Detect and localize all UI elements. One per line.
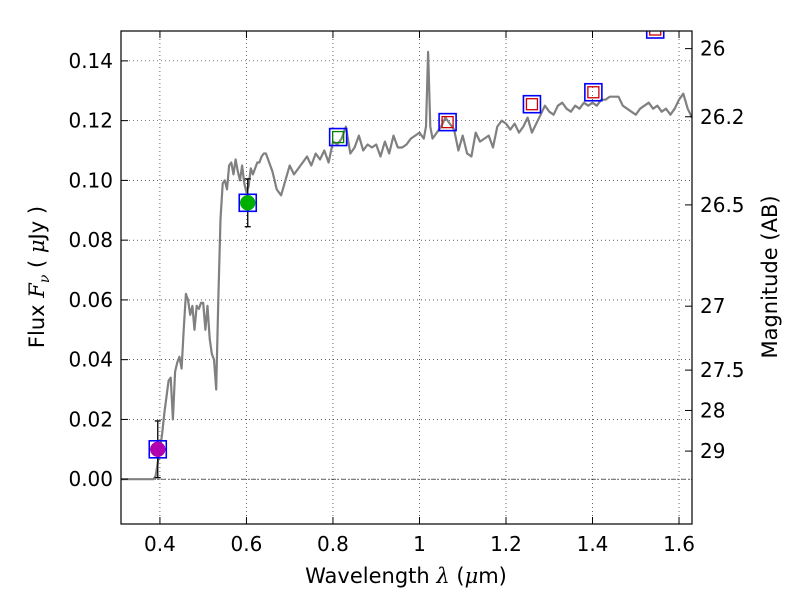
y-tick-label-7: 0.14 [68,49,113,73]
observed-point-v [239,195,256,211]
mag-tick-label-5: 28 [700,398,725,422]
model-box-J2 [522,94,542,114]
points-layer [148,31,665,479]
mag-tick-label-1: 26.2 [700,105,745,129]
spectrum-line [121,50,692,481]
plot-area [121,31,692,524]
y-tick-label-6: 0.12 [68,109,113,133]
x-tick-label-6: 1.6 [663,532,695,556]
x-tick-label-2: 0.8 [317,532,349,556]
model-box-v [238,193,258,213]
x-tick-label-4: 1.2 [490,532,522,556]
mag-tick-label-4: 27.5 [700,358,745,382]
model-box-J1 [438,112,457,132]
mag-tick-label-6: 29 [700,439,725,463]
x-tick-label-1: 0.6 [231,532,263,556]
inner-box-i [332,130,345,144]
mag-tick-label-2: 26.5 [700,193,745,217]
y-tick-label-0: 0.00 [68,467,113,491]
x-tick-label-0: 0.4 [144,532,176,556]
observed-point-u [150,441,166,458]
model-box-H1 [584,82,603,102]
y-tick-label-1: 0.02 [68,407,113,431]
mag-tick-label-0: 26 [700,37,725,61]
y-tick-label-3: 0.06 [68,288,113,312]
model-box-i [328,127,348,147]
y-axis-label: Flux Fν ( μJy ) [25,206,53,348]
model-box-H2 [645,31,665,39]
y-tick-label-2: 0.04 [68,348,113,372]
y-tick-label-5: 0.10 [68,168,113,192]
spectrum-layer [121,50,692,481]
plot-frame [120,30,693,525]
y2-axis-label: Magnitude (AB) [758,195,782,358]
x-axis-label: Wavelength λ (μm) [305,564,507,588]
model-box-u [148,440,168,459]
y-tick-label-4: 0.08 [68,228,113,252]
inner-box-J1 [441,115,454,129]
ticks-layer: 0.4 0.6 0.8 1 1.2 1.4 1.6 0.00 0.02 0.04 0.06 0.08 0… [68,31,745,556]
inner-box-J2 [525,98,539,111]
inner-box-H2 [649,31,662,36]
x-tick-label-5: 1.4 [577,532,609,556]
mag-tick-label-3: 27 [700,294,725,318]
x-tick-label-3: 1 [413,532,426,556]
inner-box-H1 [587,86,600,99]
